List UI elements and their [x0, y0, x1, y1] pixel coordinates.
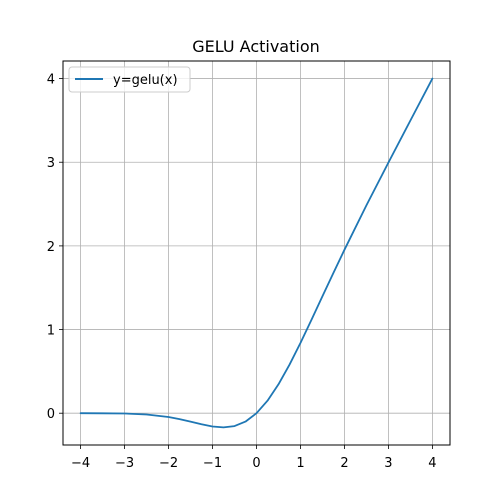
- series-line-gelu: [79, 77, 434, 429]
- y-tick-label: 3: [47, 156, 55, 171]
- axis-ticks: −4 −3 −2 −1 0 1 2 3 4 0 1 2 3 4: [47, 73, 437, 471]
- x-tick-label: 4: [428, 456, 436, 471]
- x-tick-label: 2: [340, 456, 348, 471]
- y-tick-label: 2: [47, 240, 55, 255]
- legend-box: [68, 66, 191, 93]
- chart-title: GELU Activation: [192, 37, 320, 56]
- legend: y=gelu(x): [68, 66, 191, 93]
- y-tick-label: 4: [47, 73, 55, 88]
- y-tick-label: 1: [47, 324, 55, 339]
- x-tick-label: 1: [296, 456, 304, 471]
- x-tick-label: −4: [71, 456, 90, 471]
- x-tick-label: −3: [115, 456, 134, 471]
- series-layer: [79, 77, 434, 429]
- y-tick-label: 0: [47, 407, 55, 422]
- x-tick-label: −2: [159, 456, 178, 471]
- x-tick-label: 0: [252, 456, 260, 471]
- legend-label: y=gelu(x): [113, 73, 178, 88]
- x-tick-label: −1: [203, 456, 222, 471]
- x-tick-label: 3: [384, 456, 392, 471]
